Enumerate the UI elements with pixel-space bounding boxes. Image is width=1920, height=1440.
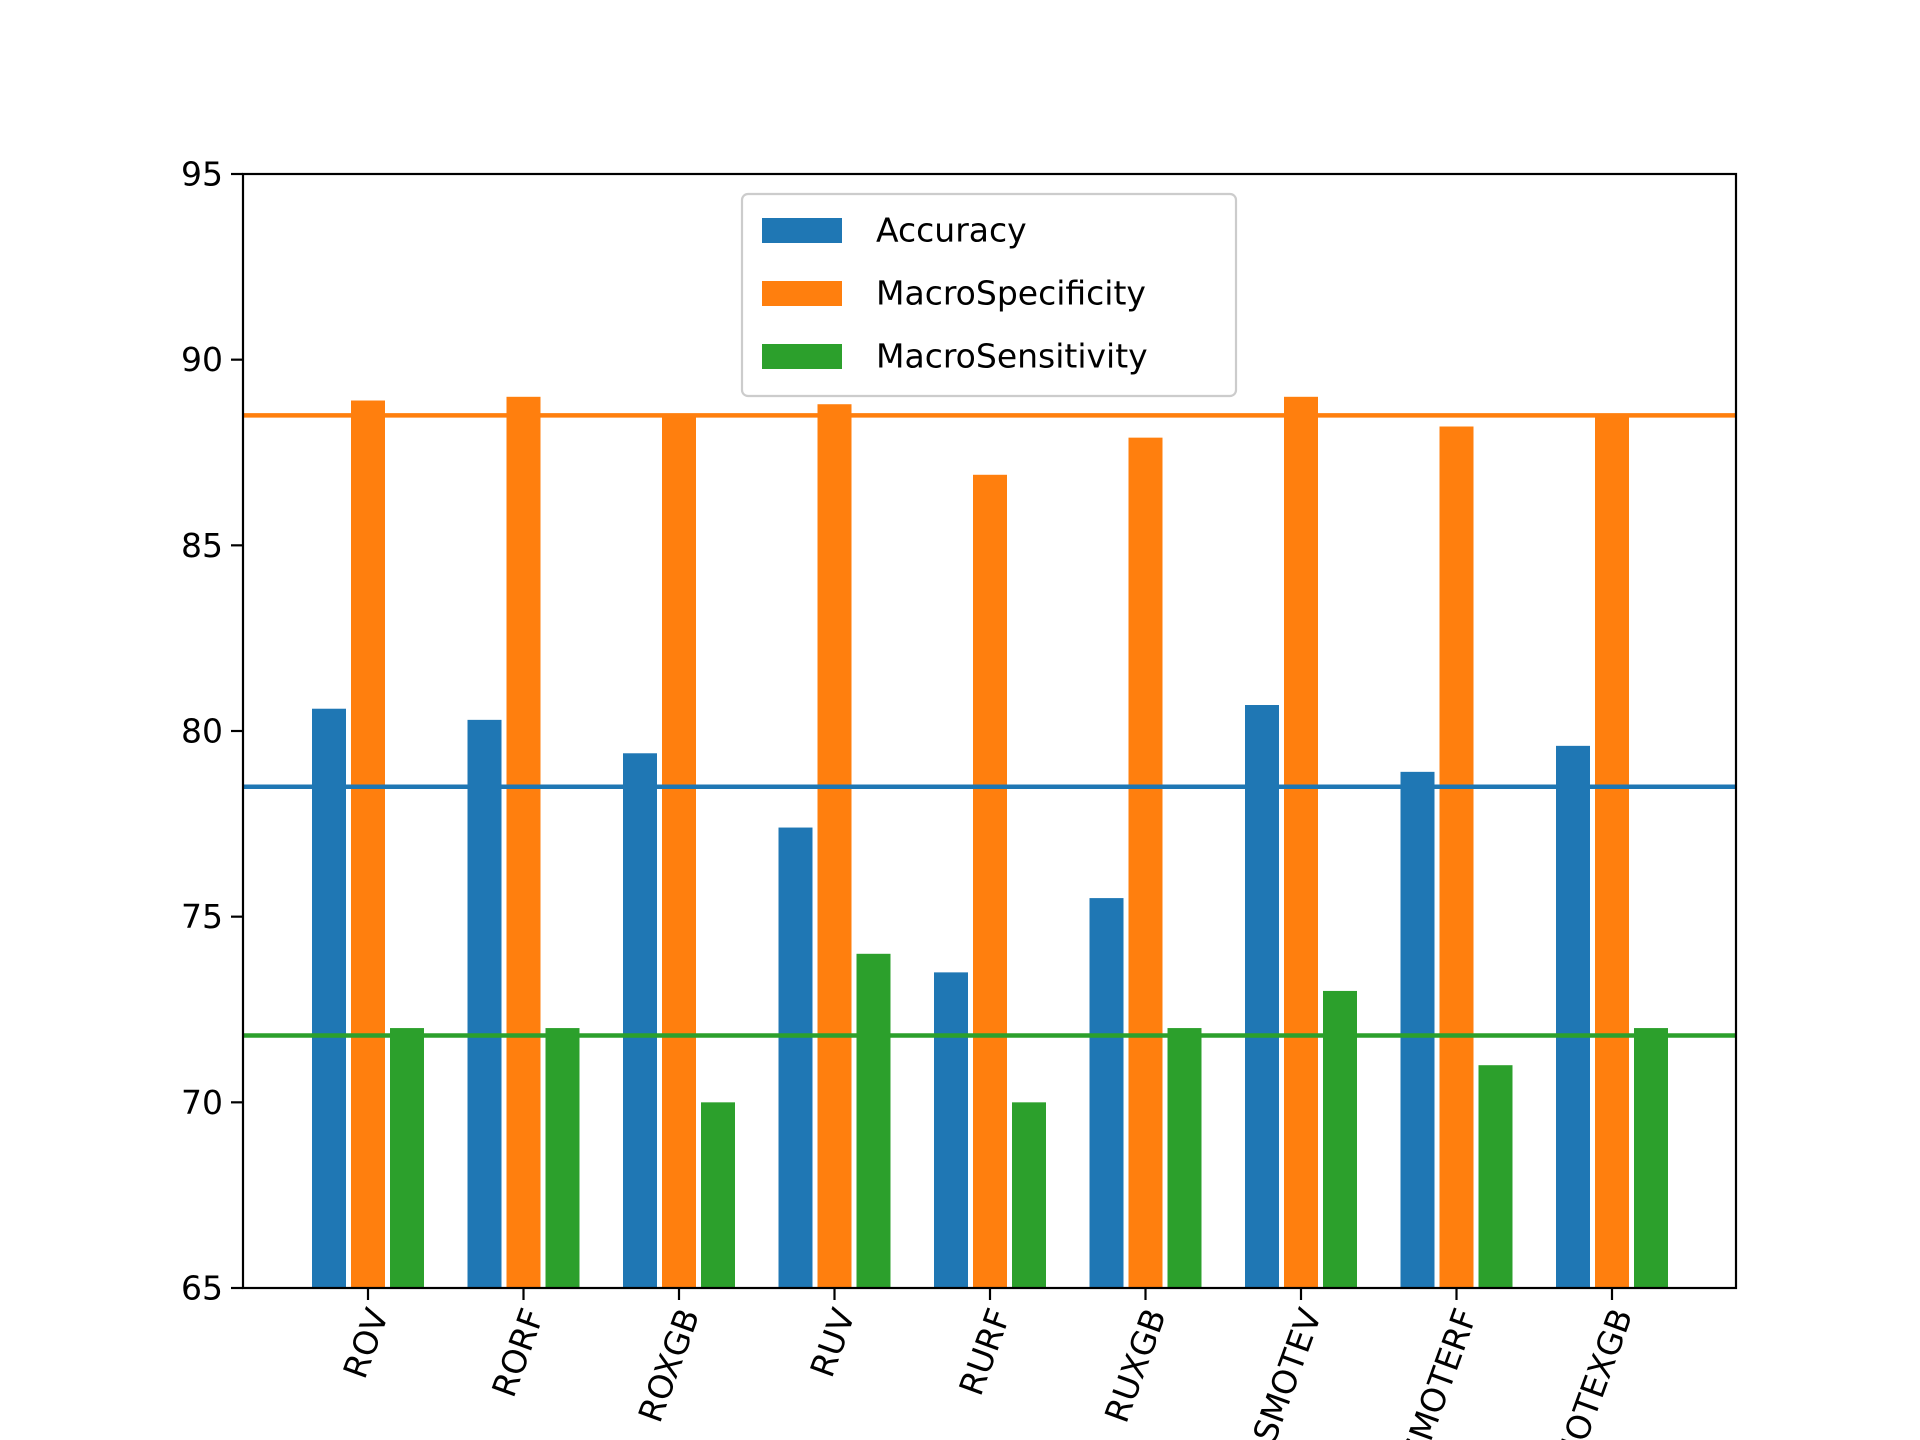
bar-accuracy-ruv [778, 827, 813, 1288]
bar-macrospecificity-ruv [817, 404, 852, 1288]
x-tick-label: RURF [951, 1303, 1018, 1400]
bar-accuracy-smotexgb [1556, 745, 1590, 1288]
x-tick-label: RUXGB [1097, 1303, 1174, 1427]
x-tick-label: RUV [802, 1303, 863, 1382]
bar-macrosensitivity-roxgb [701, 1102, 735, 1288]
legend: Accuracy MacroSpecificity MacroSensitivity [740, 192, 1238, 398]
legend-label-macrospecificity: MacroSpecificity [876, 274, 1146, 313]
legend-swatch-macrosensitivity [762, 344, 842, 369]
bar-accuracy-rorf [467, 719, 502, 1288]
bars-layer [312, 396, 1668, 1289]
x-tick-label: ROXGB [630, 1303, 707, 1427]
x-tick-label: RORF [484, 1303, 552, 1402]
bar-accuracy-ruxgb [1089, 898, 1124, 1288]
y-tick-label: 95 [181, 155, 223, 194]
bar-macrosensitivity-ruxgb [1167, 1028, 1202, 1288]
bar-macrosensitivity-rov [390, 1028, 424, 1288]
x-tick-label: SMOTERF [1394, 1303, 1485, 1440]
bar-macrosensitivity-rorf [545, 1028, 580, 1288]
bar-accuracy-roxgb [623, 753, 657, 1288]
y-tick-label: 75 [181, 897, 223, 936]
legend-box [740, 192, 1238, 398]
bar-macrospecificity-rov [351, 400, 385, 1289]
legend-swatch-accuracy [762, 218, 842, 243]
x-tick-label: SMOTEV [1245, 1303, 1329, 1440]
bar-macrosensitivity-smotexgb [1634, 1028, 1668, 1288]
y-tick-label: 80 [181, 712, 223, 751]
bar-accuracy-smotev [1245, 705, 1279, 1288]
bar-macrosensitivity-rurf [1012, 1102, 1046, 1288]
bar-macrospecificity-rorf [506, 396, 541, 1288]
x-tick-label: ROV [335, 1303, 396, 1383]
bar-macrospecificity-smotev [1284, 396, 1318, 1288]
bar-macrospecificity-smoterf [1439, 426, 1474, 1288]
bar-accuracy-smoterf [1400, 771, 1435, 1288]
bar-macrospecificity-roxgb [662, 415, 696, 1288]
bar-macrospecificity-ruxgb [1128, 437, 1163, 1288]
bar-macrosensitivity-smoterf [1478, 1065, 1513, 1288]
bar-accuracy-rov [312, 708, 346, 1288]
legend-label-macrosensitivity: MacroSensitivity [876, 337, 1148, 376]
bar-macrosensitivity-smotev [1323, 990, 1357, 1288]
legend-swatch-macrospecificity [762, 281, 842, 306]
bar-macrospecificity-rurf [973, 474, 1007, 1288]
legend-label-accuracy: Accuracy [876, 211, 1027, 250]
reference-lines-layer [243, 413, 1736, 1038]
bar-macrosensitivity-ruv [856, 953, 891, 1288]
bar-accuracy-rurf [934, 972, 968, 1288]
x-tick-label: SMOTEXGB [1540, 1303, 1641, 1440]
y-tick-label: 90 [181, 340, 223, 379]
y-tick-label: 70 [181, 1083, 223, 1122]
y-tick-label: 85 [181, 526, 223, 565]
bar-macrospecificity-smotexgb [1595, 415, 1629, 1288]
y-tick-label: 65 [181, 1269, 223, 1308]
